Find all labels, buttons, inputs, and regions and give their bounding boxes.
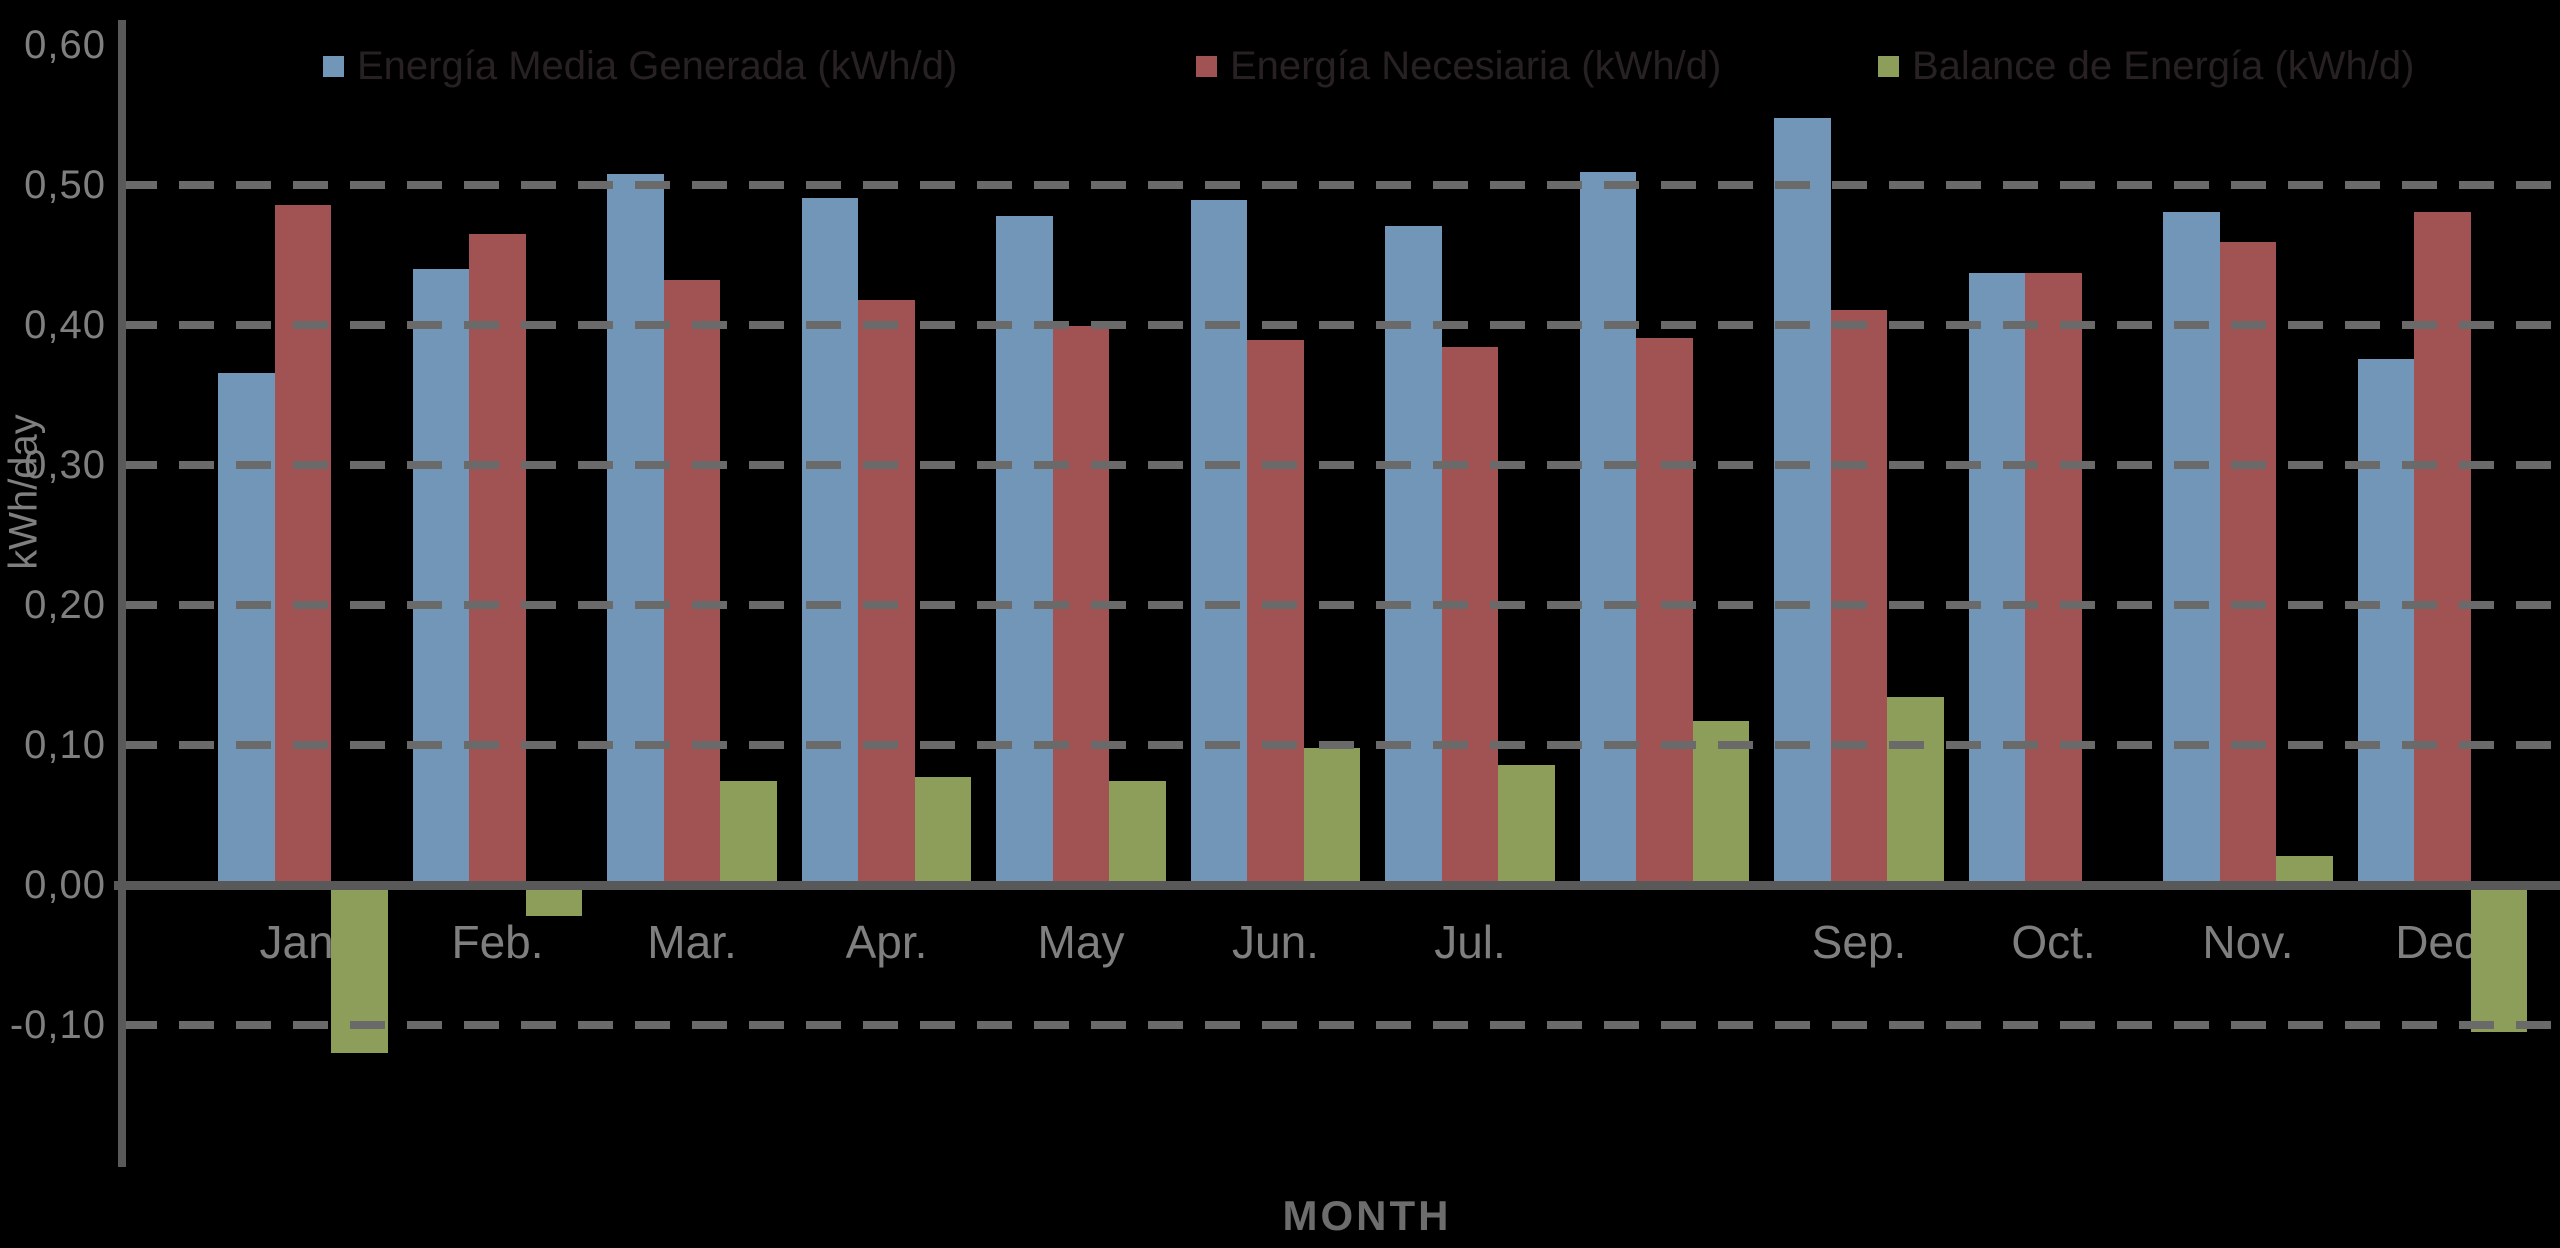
bar-necesaria-1 [275, 205, 331, 885]
bar-balance-12 [2471, 885, 2527, 1032]
bar-necesaria-4 [858, 300, 915, 885]
y-axis-title: kWh/day [1, 414, 46, 570]
bar-necesaria-8 [1636, 338, 1693, 885]
bar-balance-6 [1304, 748, 1360, 885]
gridline [122, 601, 2560, 609]
y-tick-label: 0,40 [24, 303, 106, 347]
legend-swatch-generada-icon [323, 55, 344, 77]
month-label-sep: Sep. [1811, 916, 1907, 968]
month-label-may: May [1037, 916, 1125, 968]
month-label-jun: Jun. [1232, 916, 1319, 968]
bar-generada-8 [1580, 172, 1636, 885]
legend-item-necesaria: Energía Necesiaria (kWh/d) [1196, 44, 1721, 88]
y-tick-label: 0,20 [24, 583, 106, 627]
month-label-feb: Feb. [451, 916, 544, 968]
bar-generada-9 [1774, 118, 1831, 885]
bar-generada-12 [2358, 359, 2414, 885]
y-tick-label: 0,60 [24, 23, 106, 67]
bar-generada-3 [607, 174, 664, 885]
legend-label-necesaria: Energía Necesiaria (kWh/d) [1230, 43, 1722, 88]
y-axis-line [118, 20, 126, 1167]
legend-item-balance: Balance de Energía (kWh/d) [1878, 44, 2414, 88]
gridline [122, 1021, 2560, 1029]
x-axis-title: MONTH [1282, 1192, 1452, 1239]
month-label-mar: Mar. [647, 916, 737, 968]
y-tick-label: -0,10 [9, 1003, 106, 1047]
bar-necesaria-11 [2220, 242, 2276, 885]
legend-swatch-balance-icon [1878, 55, 1899, 77]
month-label-jul: Jul. [1434, 916, 1506, 968]
bar-generada-6 [1191, 200, 1247, 885]
bar-necesaria-7 [1442, 347, 1498, 885]
x-axis-zero-line [114, 881, 2560, 890]
bar-necesaria-6 [1247, 340, 1304, 885]
y-tick-label: 0,30 [24, 443, 106, 487]
bar-generada-2 [413, 269, 469, 885]
bar-necesaria-2 [469, 234, 526, 885]
month-label-apr: Apr. [845, 916, 928, 968]
bar-balance-5 [1109, 781, 1166, 885]
bar-balance-2 [526, 885, 582, 916]
legend-swatch-necesaria-icon [1196, 55, 1217, 77]
bar-balance-7 [1498, 765, 1555, 885]
bar-generada-4 [802, 198, 858, 885]
bar-generada-5 [996, 216, 1053, 885]
bar-balance-9 [1887, 697, 1944, 885]
bar-necesaria-9 [1831, 310, 1887, 885]
month-label-oct: Oct. [2011, 916, 2096, 968]
bar-balance-3 [720, 781, 777, 885]
bar-necesaria-10 [2025, 273, 2082, 885]
gridline [122, 181, 2560, 189]
bar-generada-1 [218, 373, 275, 885]
bar-generada-10 [1969, 273, 2025, 885]
bar-balance-11 [2276, 856, 2333, 885]
bar-necesaria-3 [664, 280, 720, 885]
gridline [122, 741, 2560, 749]
legend-label-balance: Balance de Energía (kWh/d) [1912, 43, 2415, 88]
gridline [122, 321, 2560, 329]
legend-item-generada: Energía Media Generada (kWh/d) [323, 44, 957, 88]
gridline [122, 461, 2560, 469]
legend-label-generada: Energía Media Generada (kWh/d) [357, 43, 958, 88]
bar-necesaria-12 [2414, 212, 2471, 885]
bar-generada-11 [2163, 212, 2220, 885]
y-tick-label: 0,50 [24, 163, 106, 207]
y-tick-label: 0,00 [24, 863, 106, 907]
bar-generada-7 [1385, 226, 1442, 885]
y-tick-label: 0,10 [24, 723, 106, 767]
bar-balance-4 [915, 777, 971, 885]
month-label-nov: Nov. [2202, 916, 2294, 968]
